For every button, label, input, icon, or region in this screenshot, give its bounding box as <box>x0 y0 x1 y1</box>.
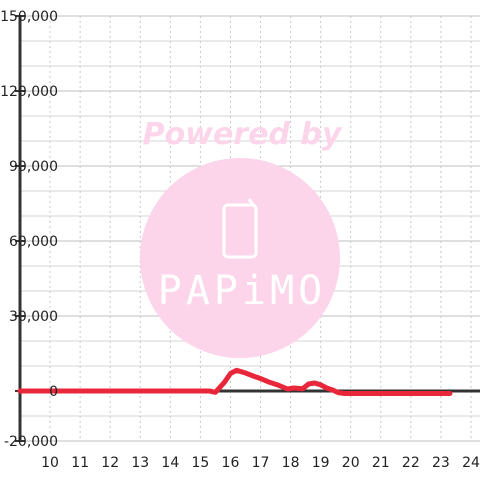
x-tick-label: 20 <box>342 455 360 471</box>
y-tick-label: 30,000 <box>9 309 58 325</box>
y-tick-label: 60,000 <box>9 234 58 250</box>
x-tick-label: 15 <box>191 455 209 471</box>
x-tick-label: 13 <box>131 455 149 471</box>
series-layer <box>17 367 453 396</box>
y-tick-label: 0 <box>49 384 58 400</box>
x-tick-label: 23 <box>432 455 450 471</box>
x-tick-label: 18 <box>282 455 300 471</box>
x-tick-label: 17 <box>252 455 270 471</box>
x-tick-label: 10 <box>41 455 59 471</box>
x-tick-label: 22 <box>402 455 420 471</box>
x-tick-label: 19 <box>312 455 330 471</box>
x-tick-label: 14 <box>161 455 179 471</box>
grid <box>20 15 480 442</box>
watermark-text: Powered by <box>143 117 343 152</box>
watermark: Powered by PAPiMO <box>140 117 343 358</box>
watermark-logo-text: PAPiMO <box>158 268 327 314</box>
x-tick-label: 11 <box>71 455 89 471</box>
tick-labels: -20,000 0 30,000 60,000 90,000 120,000 150,000… <box>0 9 480 471</box>
y-tick-label: 120,000 <box>0 84 58 100</box>
x-tick-label: 21 <box>372 455 390 471</box>
y-tick-label: 90,000 <box>9 159 58 175</box>
y-tick-label: -20,000 <box>4 434 58 450</box>
y-tick-label: 150,000 <box>0 9 58 25</box>
x-tick-label: 12 <box>101 455 119 471</box>
x-tick-label: 24 <box>462 455 480 471</box>
series-line <box>17 367 453 396</box>
phone-icon <box>222 198 258 259</box>
x-tick-label: 16 <box>222 455 240 471</box>
